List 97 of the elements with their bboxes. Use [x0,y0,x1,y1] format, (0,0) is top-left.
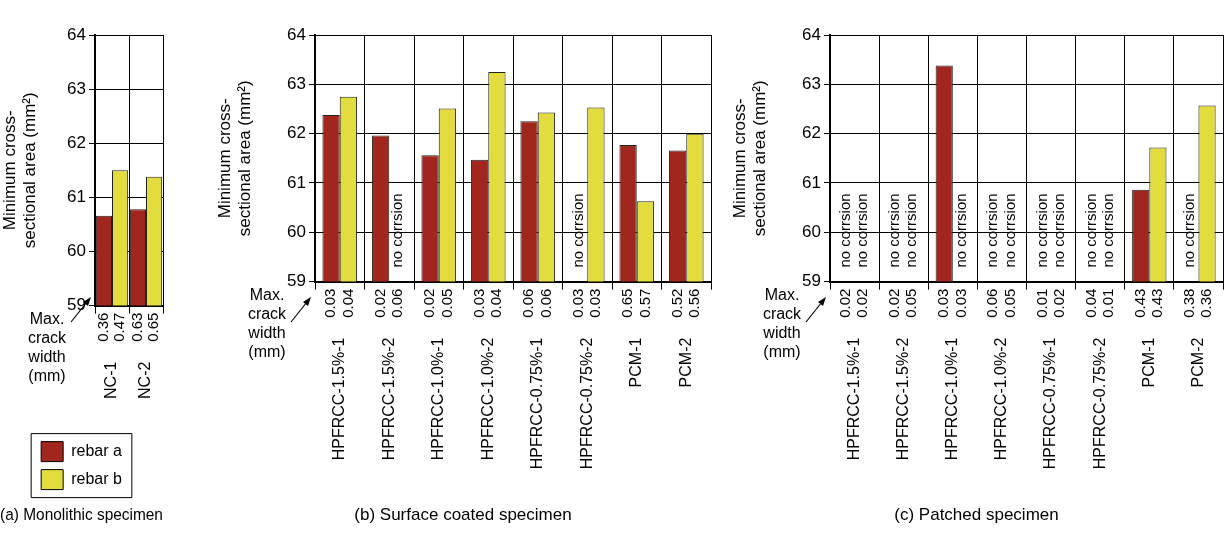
text: Max. crack width (mm) [762,286,803,361]
text: no corrsion [1081,193,1099,268]
text: 0.03 [934,288,952,318]
text: 0.38 [1179,288,1197,318]
y-axis-title: Minimum cross-sectional area (mm²) [0,92,40,249]
text: 0.01 [1032,288,1050,318]
y-tick-label: 59 [802,271,821,291]
x-tick-label: HPFRCC-1.0%-1 [943,337,961,461]
text: no corrsion [1098,193,1116,268]
text: (a) Monolithic specimen [0,504,163,524]
text: 0.04 [1081,288,1099,318]
text: 0.03 [321,288,339,318]
text: no corrsion [902,193,920,268]
y-tick-label: 62 [287,123,306,143]
text: 0.02 [836,288,854,318]
text: 0.43 [1130,288,1148,318]
text: 0.56 [685,288,703,318]
x-tick-label: PCM-2 [1188,337,1206,388]
legend-label: rebar b [71,470,122,488]
text: no corrsion [885,193,903,268]
text: 0.36 [1197,288,1215,318]
y-tick-label: 61 [67,187,86,207]
text: (b) Surface coated specimen [354,505,572,525]
text: no corrsion [388,193,406,268]
text: 0.63 [128,312,146,342]
x-tick-label: PCM-1 [1139,337,1157,388]
x-tick-label: HPFRCC-1.0%-1 [429,337,447,461]
text: 0.03 [951,288,969,318]
y-tick-label: 61 [802,172,821,192]
text: 0.36 [94,312,112,342]
text: 0.03 [586,288,604,318]
text: 0.04 [338,288,356,318]
text: 0.02 [885,288,903,318]
x-tick-label: HPFRCC-0.75%-2 [1090,337,1108,470]
x-tick-label: HPFRCC-0.75%-1 [528,337,546,470]
text: 0.47 [110,312,128,342]
x-tick-label: HPFRCC-1.0%-2 [478,337,496,461]
text: no corrsion [1000,193,1018,268]
y-tick-label: 64 [802,24,821,44]
text: Max. crack width (mm) [247,286,288,361]
text: 0.05 [902,288,920,318]
text: 0.06 [983,288,1001,318]
y-tick-label: 59 [287,271,306,291]
y-tick-label: 61 [287,172,306,192]
y-tick-label: 63 [67,78,86,98]
text: 0.04 [487,288,505,318]
text: no corrsion [951,193,969,268]
y-tick-label: 63 [287,74,306,94]
text: 0.05 [1000,288,1018,318]
text: no corrsion [836,193,854,268]
text: 0.02 [1049,288,1067,318]
text: 0.02 [853,288,871,318]
text: 0.02 [370,288,388,318]
text: 0.03 [469,288,487,318]
text: 0.65 [618,288,636,318]
text: no corrsion [1032,193,1050,268]
text: no corrsion [1049,193,1067,268]
text: 0.43 [1148,288,1166,318]
text: 0.01 [1098,288,1116,318]
text: 0.06 [536,288,554,318]
y-tick-label: 60 [802,221,821,241]
x-tick-label: HPFRCC-1.5%-1 [330,337,348,461]
x-tick-label: HPFRCC-0.75%-2 [577,337,595,470]
x-tick-label: HPFRCC-1.5%-1 [844,337,862,461]
x-tick-label: HPFRCC-1.5%-2 [379,337,397,461]
text: no corrsion [983,193,1001,268]
text: (c) Patched specimen [894,505,1059,525]
legend-label: rebar a [71,442,122,460]
x-tick-label: NC-2 [136,361,154,399]
x-tick-label: PCM-2 [676,337,694,388]
text: 0.06 [388,288,406,318]
y-axis-title: Minimum cross-sectional area (mm²) [214,80,255,237]
x-tick-label: NC-1 [102,361,120,399]
text: Max. crack width (mm) [27,310,68,385]
y-tick-label: 62 [802,123,821,143]
text: no corrsion [853,193,871,268]
y-tick-label: 59 [67,295,86,315]
x-tick-label: HPFRCC-1.5%-2 [894,337,912,461]
text: no corrsion [568,193,586,268]
y-tick-label: 64 [287,24,306,44]
y-tick-label: 64 [67,24,86,44]
text: 0.05 [437,288,455,318]
text: 0.57 [635,288,653,318]
y-tick-label: 62 [67,132,86,152]
y-tick-label: 60 [67,241,86,261]
text: 0.03 [568,288,586,318]
text: 0.02 [420,288,438,318]
y-tick-label: 63 [802,74,821,94]
y-axis-title: Minimum cross-sectional area (mm²) [729,80,770,237]
x-tick-label: HPFRCC-0.75%-1 [1041,337,1059,470]
text: 0.52 [667,288,685,318]
text: 0.06 [519,288,537,318]
text: no corrsion [1179,193,1197,268]
y-tick-label: 60 [287,221,306,241]
x-tick-label: PCM-1 [627,337,645,388]
x-tick-label: HPFRCC-1.0%-2 [992,337,1010,461]
text: 0.65 [144,312,162,342]
